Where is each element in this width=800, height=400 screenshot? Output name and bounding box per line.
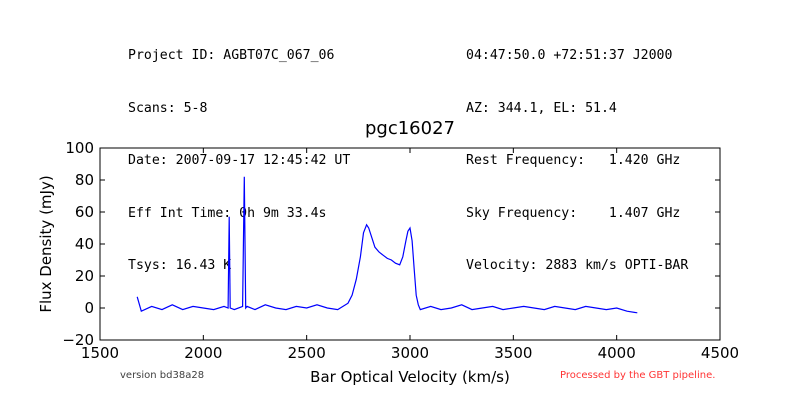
header-line: Tsys: 16.43 K <box>128 258 232 273</box>
x-tick-label: 1500 <box>81 344 119 362</box>
y-tick-label: −20 <box>62 331 94 349</box>
y-tick-label: 0 <box>84 299 94 317</box>
header-info-right: 04:47:50.0 +72:51:37 J2000 AZ: 344.1, EL… <box>466 12 688 292</box>
y-tick-label: 60 <box>75 203 94 221</box>
x-tick-label: 4000 <box>598 344 636 362</box>
x-tick-label: 2500 <box>288 344 326 362</box>
axis-ticks: 1500 2000 2500 3000 3500 4000 4500 −20 0 20 40 60 80… <box>62 139 739 362</box>
pipeline-credit: Processed by the GBT pipeline. <box>560 370 716 381</box>
y-tick-label: 100 <box>65 139 94 157</box>
header-line: Scans: 5-8 <box>128 100 208 116</box>
x-tick-label: 3500 <box>494 344 532 362</box>
header-line: Date: 2007-09-17 12:45:42 UT <box>128 153 351 168</box>
x-axis-label: Bar Optical Velocity (km/s) <box>310 368 510 386</box>
y-tick-label: 80 <box>75 171 94 189</box>
chart-title: pgc16027 <box>365 118 455 139</box>
y-axis-label: Flux Density (mJy) <box>37 175 55 312</box>
header-info-left: Project ID: AGBT07C_067_06 Scans: 5-8 Da… <box>128 12 350 292</box>
header-line: Rest Frequency: 1.420 GHz <box>466 153 681 168</box>
header-line: Sky Frequency: 1.407 GHz <box>466 205 681 221</box>
y-tick-label: 20 <box>75 267 94 285</box>
x-tick-label: 3000 <box>391 344 429 362</box>
spectrum-line <box>136 176 638 314</box>
header-line: Eff Int Time: 0h 9m 33.4s <box>128 205 327 221</box>
version-label: version bd38a28 <box>120 370 205 381</box>
x-tick-label: 2000 <box>184 344 222 362</box>
y-tick-label: 40 <box>75 235 94 253</box>
header-line: 04:47:50.0 +72:51:37 J2000 <box>466 48 673 63</box>
header-line: AZ: 344.1, EL: 51.4 <box>466 100 617 116</box>
x-tick-label: 4500 <box>701 344 739 362</box>
header-line: Velocity: 2883 km/s OPTI-BAR <box>466 258 689 273</box>
header-line: Project ID: AGBT07C_067_06 <box>128 48 335 63</box>
